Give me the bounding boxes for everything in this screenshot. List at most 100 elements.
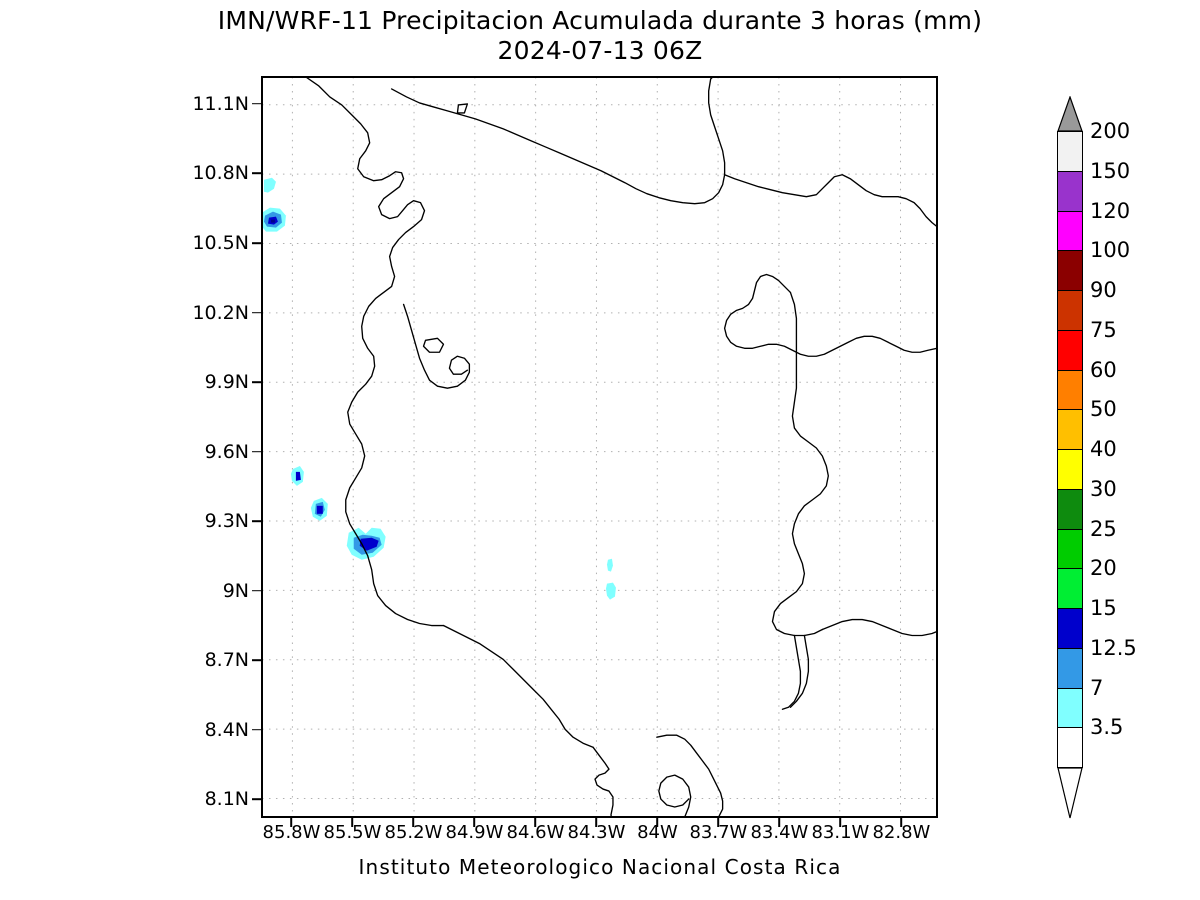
y-axis-tick-label: 11.1N	[192, 92, 249, 115]
y-axis-tick-label: 8.4N	[204, 718, 249, 741]
colorbar-band	[1057, 608, 1083, 649]
colorbar-band	[1057, 329, 1083, 371]
x-axis-tick-label: 84.9W	[445, 822, 504, 843]
title-line-1: IMN/WRF-11 Precipitacion Acumulada duran…	[217, 6, 983, 35]
colorbar-tick-label: 25	[1090, 516, 1117, 541]
colorbar-tick-label: 15	[1090, 596, 1117, 620]
x-axis-tick-label: 84.3W	[567, 822, 626, 843]
colorbar-tick-label: 30	[1090, 476, 1117, 501]
colorbar-tick-label: 3.5	[1090, 715, 1124, 740]
precip-cell-gulf-of-nicoya-core	[359, 537, 379, 551]
y-axis-tick-label: 9.9N	[204, 371, 249, 394]
colorbar-band	[1057, 290, 1083, 331]
colorbar-band	[1057, 528, 1083, 570]
coastlines	[305, 77, 937, 817]
title-line-2: 2024-07-13 06Z	[497, 36, 703, 65]
colorbar	[1057, 96, 1083, 819]
y-axis-tick-mark	[252, 311, 262, 314]
x-axis-tick-mark	[595, 818, 598, 827]
y-axis-tick-label: 8.7N	[204, 649, 249, 672]
x-axis-tick-mark	[900, 818, 903, 827]
colorbar-tick-label: 75	[1090, 317, 1117, 342]
x-axis-tick-mark	[656, 818, 659, 827]
colorbar-tick-label: 50	[1090, 397, 1117, 422]
coastline-panama-pacific	[821, 618, 937, 637]
gulf-inner-island	[422, 337, 445, 353]
y-axis-tick-mark	[252, 659, 262, 662]
colorbar-band	[1057, 488, 1083, 530]
coastline-caribbean-south	[723, 273, 937, 357]
island-north	[456, 103, 469, 114]
gridlines	[262, 77, 937, 817]
x-axis-tick-label: 83.7W	[689, 822, 748, 843]
plot-border	[262, 77, 937, 817]
x-axis-tick-label: 83.4W	[750, 822, 809, 843]
coastline-caribbean-north	[723, 174, 937, 228]
border-panama-south-tail	[781, 634, 802, 710]
colorbar-tick-label: 7	[1090, 675, 1104, 700]
colorbar-band	[1057, 647, 1083, 689]
precipitation-contours	[262, 177, 616, 600]
precip-cell-central-south	[605, 582, 616, 600]
x-axis-tick-label: 85.8W	[262, 822, 321, 843]
x-axis-tick-mark	[839, 818, 842, 827]
map-canvas	[262, 77, 937, 817]
y-axis-tick-label: 8.1N	[204, 788, 249, 811]
y-axis-tick-mark	[252, 242, 262, 244]
precip-cell-pacific-mid-a-core	[295, 471, 301, 481]
colorbar-tick-label: 20	[1090, 556, 1117, 581]
y-axis-tick-mark	[252, 729, 262, 731]
colorbar-tick-label: 40	[1090, 437, 1117, 461]
y-axis-tick-label: 10.5N	[192, 231, 249, 254]
colorbar-band	[1057, 568, 1083, 610]
y-axis-tick-label: 10.8N	[192, 162, 249, 185]
border-panama	[771, 291, 829, 637]
figure-title: IMN/WRF-11 Precipitacion Acumulada duran…	[0, 6, 1200, 66]
coastline-pacific-central	[442, 624, 594, 748]
precip-cell-central-small	[606, 558, 613, 572]
colorbar-band	[1057, 449, 1083, 490]
y-axis-tick-mark	[252, 798, 262, 801]
x-axis-tick-mark	[290, 818, 293, 827]
coastline-gulf-of-nicoya	[402, 303, 471, 389]
map-plot-area	[261, 76, 938, 818]
y-axis-tick-mark	[252, 172, 262, 175]
x-axis-tick-label: 85.2W	[384, 822, 443, 843]
colorbar-band	[1057, 687, 1083, 729]
x-axis-tick-label: 83.1W	[811, 822, 870, 843]
colorbar-band	[1057, 727, 1083, 769]
colorbar-tick-label: 150	[1090, 158, 1131, 183]
colorbar-tick-label: 90	[1090, 278, 1117, 302]
colorbar-band	[1057, 131, 1083, 172]
colorbar-band	[1057, 409, 1083, 451]
colorbar-over-arrow	[1057, 96, 1083, 132]
x-axis-tick-mark	[534, 818, 537, 827]
colorbar-tick-label: 100	[1090, 238, 1131, 263]
x-axis-tick-mark	[412, 818, 415, 827]
y-axis-tick-mark	[252, 381, 262, 383]
coastline-golfo-dulce	[656, 734, 724, 817]
x-axis-tick-label: 85.5W	[323, 822, 382, 843]
y-axis-tick-mark	[252, 450, 262, 453]
colorbar-band	[1057, 369, 1083, 411]
precip-cell-pacific-north	[263, 177, 276, 193]
precip-cell-pacific-mid-b-core	[316, 505, 323, 514]
colorbar-under-arrow	[1057, 767, 1083, 819]
y-axis-tick-label: 10.2N	[192, 301, 249, 324]
border-panama-south-tail2	[789, 634, 810, 708]
y-axis-tick-mark	[252, 589, 262, 592]
x-axis-tick-mark	[717, 818, 720, 827]
colorbar-band	[1057, 170, 1083, 212]
colorbar-band	[1057, 210, 1083, 252]
x-axis-tick-label: 84W	[637, 822, 678, 843]
precip-cell-nicoya-offshore-peak	[270, 219, 275, 223]
x-axis-tick-label: 82.8W	[872, 822, 931, 843]
colorbar-tick-label: 12.5	[1090, 635, 1137, 660]
x-axis-tick-mark	[351, 818, 354, 827]
x-axis-tick-label: 84.6W	[506, 822, 565, 843]
y-axis-tick-mark	[252, 103, 262, 105]
figure-footer: Instituto Meteorologico Nacional Costa R…	[358, 855, 842, 879]
colorbar-tick-label: 200	[1090, 119, 1131, 143]
y-axis-tick-label: 9.3N	[204, 510, 249, 533]
